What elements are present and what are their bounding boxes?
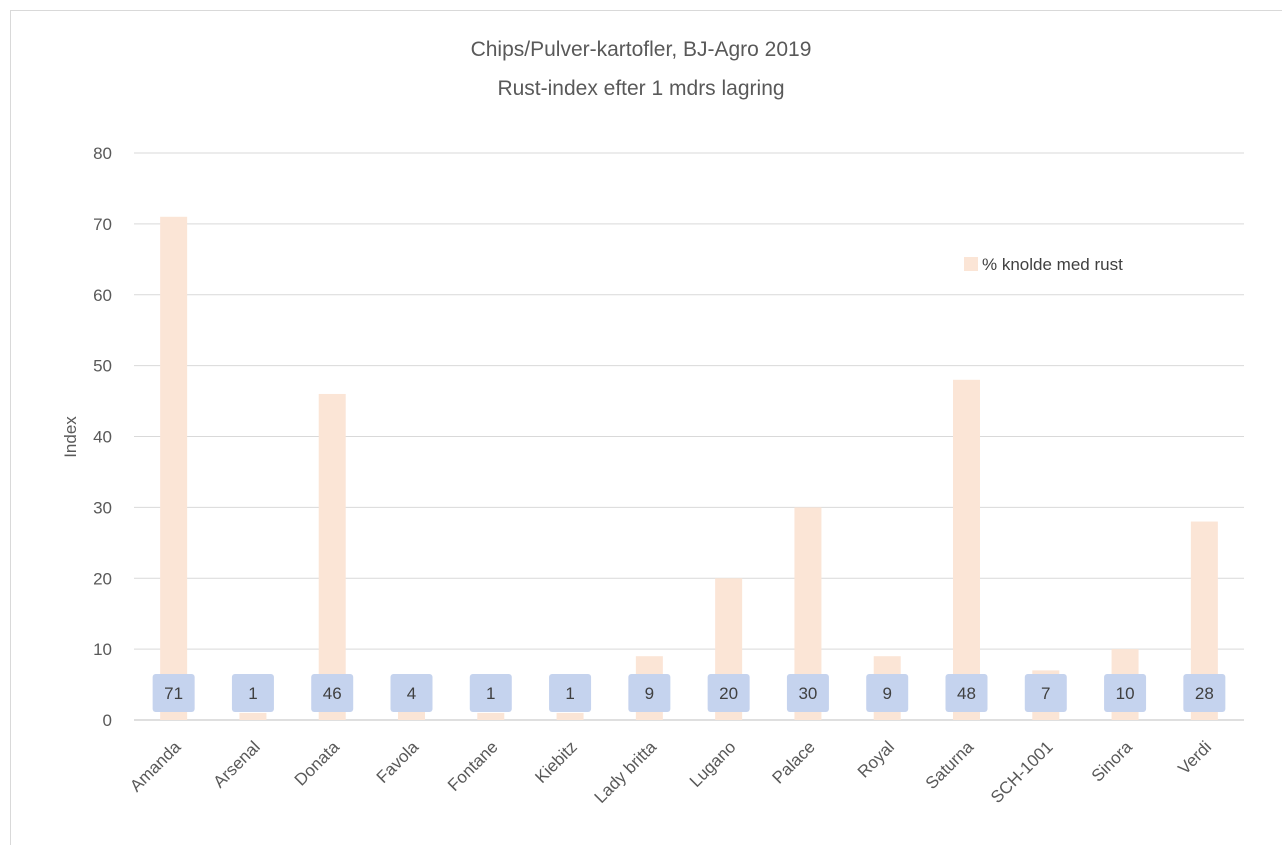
y-tick-label: 20 — [93, 569, 112, 588]
data-label-box — [390, 674, 433, 712]
data-label-text: 48 — [957, 684, 976, 703]
y-tick-label: 70 — [93, 215, 112, 234]
data-label-box — [1104, 674, 1147, 712]
data-label-text: 28 — [1195, 684, 1214, 703]
x-tick-label: Arsenal — [210, 737, 264, 791]
data-label-box — [786, 674, 829, 712]
x-tick-label: Lady britta — [591, 737, 661, 807]
data-label-box — [866, 674, 909, 712]
data-label-box — [1183, 674, 1226, 712]
data-label: 4 — [390, 674, 433, 712]
data-label-box — [469, 674, 512, 712]
data-label: 71 — [152, 674, 195, 712]
data-label-text: 9 — [882, 684, 891, 703]
data-label: 28 — [1183, 674, 1226, 712]
bar — [953, 379, 980, 720]
bar — [239, 712, 267, 720]
x-axis-ticks: Amanda Arsenal Donata Favola Fontane Kiebitz L… — [126, 737, 1215, 807]
x-tick-label: Royal — [854, 737, 898, 781]
data-label: 7 — [1024, 674, 1067, 712]
data-label-box — [311, 674, 354, 712]
x-tick-label: Fontane — [444, 737, 502, 795]
bar — [556, 712, 584, 720]
x-tick-label: Amanda — [126, 737, 185, 796]
data-label-text: 1 — [565, 684, 574, 703]
data-label-box — [152, 674, 195, 712]
chart-title: Chips/Pulver-kartofler, BJ-Agro 2019 — [471, 38, 812, 61]
bar — [318, 393, 346, 720]
chart-subtitle: Rust-index efter 1 mdrs lagring — [497, 77, 784, 100]
data-label: 48 — [945, 674, 988, 712]
x-tick-label: Verdi — [1174, 737, 1215, 778]
data-label: 9 — [866, 674, 909, 712]
legend-label: % knolde med rust — [982, 255, 1123, 274]
x-tick-label: Favola — [373, 737, 423, 787]
data-labels: 71 1 46 4 1 1 9 20 30 9 48 7 10 28 — [152, 674, 1226, 712]
y-tick-label: 50 — [93, 357, 112, 376]
x-tick-label: Palace — [769, 737, 819, 787]
bar — [477, 712, 505, 720]
x-tick-label: SCH-1001 — [987, 737, 1057, 807]
data-label-text: 1 — [248, 684, 257, 703]
data-label: 1 — [231, 674, 274, 712]
data-label-text: 1 — [486, 684, 495, 703]
bar — [160, 216, 188, 720]
data-label-text: 4 — [407, 684, 416, 703]
data-label-box — [1024, 674, 1067, 712]
data-label-text: 7 — [1041, 684, 1050, 703]
y-axis-ticks: 0 10 20 30 40 50 60 70 80 — [93, 144, 112, 730]
bars — [160, 216, 1218, 720]
y-tick-label: 10 — [93, 640, 112, 659]
x-tick-label: Saturna — [922, 737, 978, 793]
x-tick-label: Lugano — [686, 737, 740, 791]
y-tick-label: 40 — [93, 428, 112, 447]
y-tick-label: 30 — [93, 498, 112, 517]
data-label-box — [628, 674, 671, 712]
data-label-box — [549, 674, 592, 712]
data-label: 46 — [311, 674, 354, 712]
y-axis-title: Index — [61, 416, 80, 458]
data-label-text: 9 — [645, 684, 654, 703]
data-label-text: 71 — [164, 684, 183, 703]
legend: % knolde med rust — [964, 255, 1123, 274]
data-label-box — [707, 674, 750, 712]
data-label: 1 — [549, 674, 592, 712]
data-label-box — [231, 674, 274, 712]
y-tick-label: 80 — [93, 144, 112, 163]
data-label-text: 10 — [1116, 684, 1135, 703]
chart-frame — [10, 10, 1282, 845]
data-label-text: 30 — [798, 684, 817, 703]
x-tick-label: Kiebitz — [531, 737, 581, 787]
y-tick-label: 0 — [103, 711, 112, 730]
x-tick-label: Sinora — [1088, 737, 1137, 786]
x-tick-label: Donata — [291, 737, 344, 790]
y-tick-label: 60 — [93, 286, 112, 305]
data-label-text: 20 — [719, 684, 738, 703]
data-label-box — [945, 674, 988, 712]
data-label: 20 — [707, 674, 750, 712]
data-label: 1 — [469, 674, 512, 712]
data-label: 30 — [786, 674, 829, 712]
data-label: 10 — [1104, 674, 1147, 712]
gridlines — [134, 152, 1244, 721]
legend-swatch — [964, 257, 978, 271]
data-label: 9 — [628, 674, 671, 712]
data-label-text: 46 — [323, 684, 342, 703]
